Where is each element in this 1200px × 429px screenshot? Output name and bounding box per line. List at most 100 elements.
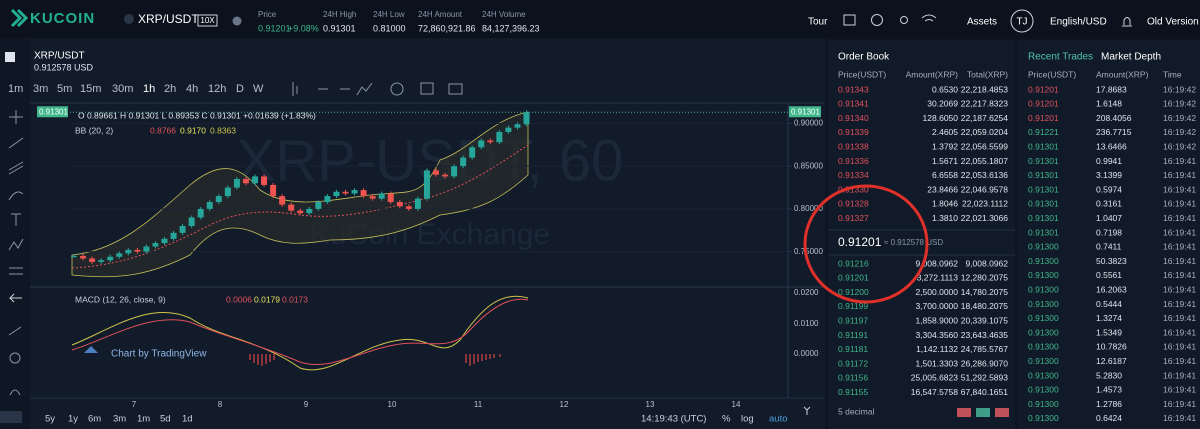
- x-tick-label: 7: [132, 400, 137, 409]
- bid-cell: 24,785.5767: [961, 344, 1009, 354]
- icon[interactable]: [843, 14, 856, 26]
- credit: Chart by TradingView: [111, 349, 207, 360]
- range-button[interactable]: 1m: [137, 414, 150, 425]
- interval[interactable]: 4h: [186, 83, 198, 95]
- candle: [360, 190, 367, 197]
- interval[interactable]: D: [236, 83, 244, 95]
- candle: [460, 157, 467, 167]
- trade-cell: 0.91300: [1028, 370, 1059, 380]
- ask-cell: 0.91336: [838, 156, 869, 166]
- leverage-badge: [197, 14, 218, 27]
- bid-cell: 0.91172: [838, 358, 868, 368]
- collapse-button[interactable]: [0, 411, 22, 423]
- bid-cell: 0.91200: [838, 287, 869, 297]
- interval[interactable]: W: [253, 83, 264, 95]
- trade-cell: 16:19:41: [1163, 156, 1196, 166]
- trade-cell: 0.3161: [1096, 199, 1122, 209]
- trade-cell: 5.2830: [1096, 370, 1122, 380]
- bid-cell: 26,286.9070: [961, 358, 1009, 368]
- ask-cell: 22,046.9578: [961, 184, 1009, 194]
- candle: [342, 191, 349, 194]
- candle: [80, 255, 87, 259]
- view-toggle[interactable]: [957, 408, 971, 417]
- nav-item[interactable]: TJ: [1016, 17, 1027, 28]
- interval[interactable]: 30m: [112, 83, 133, 95]
- candle: [89, 258, 96, 262]
- range-button[interactable]: 6m: [88, 414, 101, 425]
- macd-histogram: [249, 354, 501, 366]
- bid-cell: 1,501.3303: [915, 358, 958, 368]
- avatar[interactable]: [1010, 9, 1034, 33]
- trade-cell: 16:19:41: [1163, 342, 1196, 352]
- y-tick-label: 0.85000: [794, 161, 823, 170]
- bid-cell: 1,858.9000: [915, 315, 958, 325]
- range-button[interactable]: 5d: [160, 414, 171, 425]
- trade-cell: 1.5349: [1096, 327, 1122, 337]
- interval[interactable]: 1m: [8, 83, 23, 95]
- interval[interactable]: 1h: [143, 83, 155, 95]
- interval[interactable]: 3m: [33, 83, 48, 95]
- ask-cell: 0.91327: [838, 213, 869, 223]
- bid-cell: 23,643.4635: [961, 330, 1009, 340]
- close-icon[interactable]: [124, 14, 134, 24]
- scale-option[interactable]: auto: [769, 414, 788, 425]
- tab[interactable]: Market Depth: [1101, 52, 1161, 63]
- interval[interactable]: 12h: [208, 83, 226, 95]
- interval[interactable]: 15m: [80, 83, 101, 95]
- trade-cell: 16.2063: [1096, 284, 1127, 294]
- trade-cell: 208.4056: [1096, 113, 1132, 123]
- scale-option[interactable]: log: [741, 414, 754, 425]
- settings-icon[interactable]: [803, 406, 811, 415]
- nav-item[interactable]: English/USD: [1050, 17, 1107, 28]
- bid-cell: 0.91155: [838, 387, 868, 397]
- nav-item[interactable]: Assets: [967, 17, 997, 28]
- trade-cell: 0.91221: [1028, 127, 1059, 137]
- icon[interactable]: [921, 14, 937, 22]
- bid-cell: 67,840.1651: [961, 387, 1009, 397]
- scale-option[interactable]: %: [722, 414, 731, 425]
- trade-cell: 16:19:41: [1163, 184, 1196, 194]
- bell-icon[interactable]: [1122, 17, 1132, 27]
- trade-cell: 10.7826: [1096, 342, 1127, 352]
- icon[interactable]: [900, 16, 908, 24]
- pair[interactable]: XRP/USDT: [138, 12, 199, 26]
- view-toggle[interactable]: [995, 408, 1009, 417]
- stat-change: +9.08%: [288, 23, 319, 33]
- icon[interactable]: [871, 14, 883, 26]
- trade-cell: 0.91301: [1028, 184, 1059, 194]
- candle: [351, 190, 358, 194]
- ask-cell: 1.3792: [932, 141, 958, 151]
- range-button[interactable]: 1y: [68, 414, 78, 425]
- ask-cell: 0.91330: [838, 184, 869, 194]
- candle: [405, 206, 412, 209]
- trades-panel: [1018, 40, 1200, 429]
- stat-value: 0.91301: [323, 23, 356, 33]
- ask-cell: 22,056.5599: [961, 141, 1009, 151]
- interval[interactable]: 5m: [57, 83, 72, 95]
- ask-cell: 1.8046: [932, 199, 958, 209]
- interval[interactable]: 2h: [164, 83, 176, 95]
- candle: [297, 210, 304, 214]
- info-icon[interactable]: [232, 16, 242, 26]
- candle: [369, 196, 376, 199]
- decimals[interactable]: 5 decimal: [838, 406, 874, 416]
- view-toggle[interactable]: [976, 408, 990, 417]
- range-button[interactable]: 3m: [113, 414, 126, 425]
- nav-item[interactable]: Tour: [808, 17, 828, 28]
- stat-value: 0.81000: [373, 23, 406, 33]
- trade-cell: 16:19:41: [1163, 413, 1196, 423]
- ask-cell: 128.6050: [923, 113, 959, 123]
- tab[interactable]: Recent Trades: [1028, 52, 1093, 63]
- range-button[interactable]: 5y: [45, 414, 55, 425]
- ohlc: O 0.89661 H 0.91301 L 0.89353 C 0.91301 …: [78, 110, 316, 120]
- candle: [496, 131, 503, 143]
- trade-cell: 0.91301: [1028, 141, 1059, 151]
- bid-cell: 0.91191: [838, 330, 868, 340]
- range-button[interactable]: 1d: [182, 414, 193, 425]
- ask-cell: 22,053.6136: [961, 170, 1009, 180]
- nav-item[interactable]: Old Version: [1147, 17, 1199, 28]
- ask-cell: 1.5671: [932, 156, 958, 166]
- trade-cell: 0.91301: [1028, 199, 1059, 209]
- trade-cell: 16:19:41: [1163, 227, 1196, 237]
